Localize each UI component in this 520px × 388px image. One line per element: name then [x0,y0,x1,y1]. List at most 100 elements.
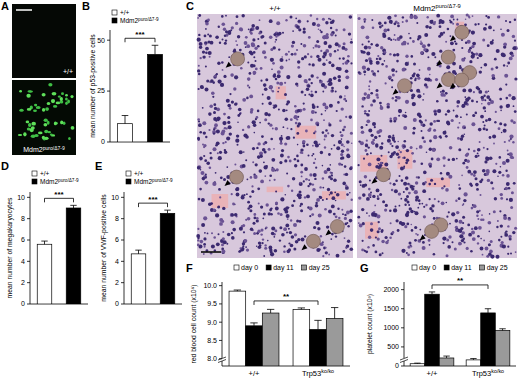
cell [505,170,507,172]
bar [131,254,146,304]
cell [197,17,199,19]
cell [485,157,489,161]
cell [359,224,363,228]
cell [246,249,249,252]
cell [372,26,375,29]
cell [404,225,407,228]
cell [456,23,459,26]
cell [222,121,226,125]
cell [412,74,415,77]
cell [417,38,419,40]
y-axis [30,192,31,304]
cell [364,113,366,115]
cell [506,159,510,163]
cell [330,21,333,24]
cell [485,247,489,251]
cell [368,215,370,217]
cell [328,61,331,64]
cell [480,67,482,69]
cell [271,158,275,162]
megakaryocyte [455,73,469,87]
cell [370,228,374,232]
cell [488,118,492,122]
cell [491,68,494,71]
cell [507,246,509,248]
cell [320,235,322,237]
cell [282,109,286,113]
cell [513,121,516,124]
cell [445,188,449,192]
cell [395,179,398,182]
cell [259,169,263,173]
cell [299,220,302,223]
cell [483,240,485,242]
cell [280,65,284,69]
cell [419,69,421,71]
cell [414,239,417,242]
cell [422,99,424,101]
nucleus [48,83,52,86]
cell [347,225,349,227]
panel-letter: D [1,160,9,172]
cell [364,183,367,186]
cell [506,97,509,100]
megakaryocyte [398,79,412,93]
cell [418,199,421,202]
cell [224,149,226,151]
cell [250,28,253,31]
cell [477,235,480,238]
cell [462,216,465,219]
cell [285,210,289,214]
cell [495,66,498,69]
cell [305,130,308,133]
cell [201,171,205,175]
legend-label: Mdm2puro/Δ7-9 [40,178,79,185]
cell [264,175,266,177]
cell [343,146,345,148]
cell [210,79,214,83]
cell [252,38,255,41]
cell [196,234,200,238]
cell [204,35,207,38]
cell [389,155,392,158]
cell [396,219,399,222]
cell [374,205,376,207]
cell [242,98,246,102]
vessel [212,194,229,208]
cell [397,141,399,143]
cell [283,245,285,247]
cell [298,74,302,78]
cell [198,139,200,141]
cell [284,82,286,84]
cell [399,205,401,207]
cell [507,253,509,255]
cell [301,203,303,205]
error-bar [164,210,170,213]
cell [440,91,442,93]
cell [314,178,316,180]
cell [208,129,210,131]
cell [291,204,294,207]
cell [205,136,207,138]
cell [280,58,284,62]
cell [502,161,506,165]
cell [370,104,373,107]
cell [318,214,322,218]
cell [488,221,492,225]
cell [382,252,384,254]
cell [384,60,386,62]
cell [425,204,427,206]
cell [493,210,496,213]
cell [263,83,267,87]
cell [223,28,226,31]
arrowhead [301,244,307,250]
cell [270,138,273,141]
cell [494,197,497,200]
cell [475,155,478,158]
cell [375,143,378,146]
cell [290,244,294,248]
cell [281,56,283,58]
cell [508,217,512,221]
cell [371,92,373,94]
y-tick-label: 0 [21,300,25,307]
